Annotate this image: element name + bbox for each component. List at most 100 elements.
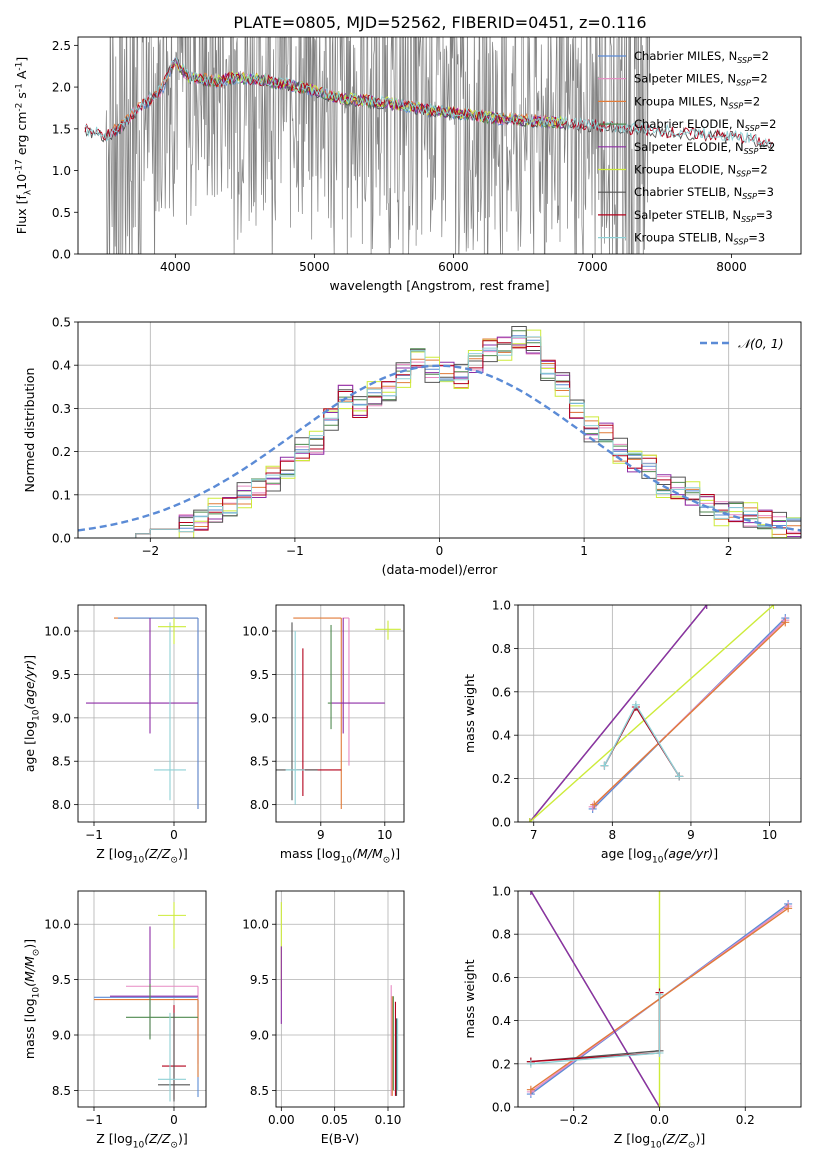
plot-area	[78, 326, 801, 538]
y-tick-label: 0.0	[492, 1101, 511, 1115]
x-axis-label: Z [log10(Z/Z⊙)]	[614, 1131, 705, 1150]
x-axis-label: Z [log10(Z/Z⊙)]	[96, 1131, 187, 1150]
marker-kroupa-stelib	[655, 1049, 664, 1057]
y-axis-label: age [log10(age/yr)]	[22, 655, 41, 772]
plot-area	[525, 605, 790, 822]
marker-salpeter-elodie	[526, 891, 535, 895]
y-axis-label: mass [log10(M/M⊙)]	[22, 939, 41, 1059]
y-tick-label: 1.0	[52, 164, 71, 178]
y-tick-label: 0.4	[52, 359, 71, 373]
x-tick-label: 0.2	[736, 1113, 755, 1127]
marker-kroupa-elodie	[655, 891, 664, 895]
y-tick-label: 0.2	[492, 1057, 511, 1071]
legend-label-kroupa-miles: Kroupa MILES, NSSP=2	[634, 94, 760, 110]
spectrum-panel: 4000 5000 6000 7000 8000 0.0 0.5 1.0 1.5 2.0 2.5 wa…	[14, 36, 802, 293]
marker-kroupa-miles	[784, 904, 793, 913]
y-tick-label: 0.0	[52, 248, 71, 262]
weight-vs-metallicity-panel: −0.2 0.0 0.2 0.0 0.2 0.4 0.6 0.8 1.0 Z [log10(Z/Z…	[462, 885, 802, 1150]
legend-label-chabrier-stelib: Chabrier STELIB, NSSP=3	[634, 185, 774, 201]
y-tick-label: 9.5	[52, 668, 71, 682]
weight-line-salpeter-elodie	[530, 891, 661, 1107]
marker-kroupa-stelib	[655, 990, 664, 999]
y-tick-label: 8.5	[250, 755, 269, 769]
y-tick-label: 9.0	[250, 711, 269, 725]
legend-label-chabrier-miles: Chabrier MILES, NSSP=2	[634, 49, 769, 65]
weight-vs-age-panel: 7 8 9 10 0.0 0.2 0.4 0.6 0.8 1.0 age [log10(age/yr…	[462, 599, 802, 865]
y-tick-label: 2.0	[52, 81, 71, 95]
marker-kroupa-stelib	[675, 772, 684, 781]
y-tick-label: 9.0	[52, 711, 71, 725]
y-tick-label: 0.2	[492, 772, 511, 786]
weight-line-salpeter-elodie	[529, 605, 708, 822]
plot-area	[280, 902, 399, 1096]
model-line-kroupa-stelib	[84, 55, 773, 147]
y-tick-label: 8.5	[250, 1084, 269, 1098]
mass-vs-extinction-panel: 0.00 0.05 0.10 8.5 9.0 9.5 10.0 E(B-V)	[242, 890, 405, 1146]
figure-title: PLATE=0805, MJD=52562, FIBERID=0451, z=0…	[233, 13, 646, 32]
plot-area	[276, 617, 401, 809]
y-tick-label: 9.0	[250, 1029, 269, 1043]
y-tick-label: 0.5	[52, 316, 71, 330]
x-tick-label: 7	[530, 828, 538, 842]
axes-frame	[517, 604, 802, 823]
weight-line-salpeter-stelib	[530, 992, 661, 1063]
legend-label-chabrier-elodie: Chabrier ELODIE, NSSP=2	[634, 117, 776, 133]
y-tick-label: 0.0	[492, 816, 511, 830]
y-tick-label: 0.3	[52, 402, 71, 416]
x-tick-label: 0.00	[268, 1113, 295, 1127]
axes-frame	[77, 604, 207, 823]
marker-salpeter-elodie	[702, 605, 711, 609]
x-tick-label: 4000	[160, 260, 191, 274]
x-tick-label: 0	[436, 544, 444, 558]
y-tick-label: 8.5	[52, 1084, 71, 1098]
residual-histogram-panel: −2 −1 0 1 2 0.0 0.1 0.2 0.3 0.4 0.5 (data-model)/er…	[22, 316, 802, 577]
x-axis-label: (data-model)/error	[382, 562, 499, 577]
age-vs-mass-panel: 9 10 8.0 8.5 9.0 9.5 10.0 mass [log10(M/M⊙)]	[242, 604, 405, 865]
legend-label-salpeter-elodie: Salpeter ELODIE, NSSP=2	[634, 140, 775, 156]
plot-area	[94, 902, 199, 1102]
marker-kroupa-stelib	[631, 700, 640, 709]
y-tick-label: 9.0	[52, 1029, 71, 1043]
x-tick-label: 7000	[577, 260, 608, 274]
y-tick-label: 8.5	[52, 755, 71, 769]
weight-line-kroupa-stelib	[530, 994, 661, 1065]
x-tick-label: 0	[170, 1113, 178, 1127]
x-tick-label: 5000	[299, 260, 330, 274]
legend-label-salpeter-miles: Salpeter MILES, NSSP=2	[634, 72, 768, 88]
legend-label-normal: 𝒩(0, 1)	[738, 336, 784, 351]
y-tick-label: 1.0	[492, 885, 511, 899]
legend-label-kroupa-elodie: Kroupa ELODIE, NSSP=2	[634, 163, 768, 179]
observed-spectrum-line	[105, 37, 651, 254]
y-tick-label: 10.0	[242, 918, 269, 932]
y-tick-label: 0.6	[492, 971, 511, 985]
x-tick-label: 0.10	[375, 1113, 402, 1127]
y-tick-label: 1.0	[492, 599, 511, 613]
x-tick-label: 1	[580, 544, 588, 558]
weight-line-kroupa-miles	[593, 621, 786, 806]
y-tick-label: 0.4	[492, 729, 511, 743]
x-axis-label: wavelength [Angstrom, rest frame]	[329, 278, 549, 293]
x-tick-label: 2	[725, 544, 733, 558]
y-tick-label: 9.5	[250, 668, 269, 682]
legend-label-kroupa-stelib: Kroupa STELIB, NSSP=3	[634, 231, 765, 247]
y-tick-label: 0.5	[52, 206, 71, 220]
x-tick-label: 8000	[716, 260, 747, 274]
mass-vs-metallicity-panel: −1 0 8.5 9.0 9.5 10.0 Z [log10(Z/Z⊙)] mass [log…	[22, 890, 207, 1150]
marker-kroupa-miles	[590, 800, 599, 809]
x-tick-label: 0	[170, 828, 178, 842]
normal-distribution-curve	[78, 364, 801, 532]
y-tick-label: 1.5	[52, 122, 71, 136]
y-tick-label: 10.0	[44, 918, 71, 932]
weight-line-chabrier-stelib	[530, 992, 661, 1063]
y-tick-label: 8.0	[250, 798, 269, 812]
x-tick-label: −1	[85, 828, 103, 842]
weight-line-kroupa-elodie	[529, 605, 774, 822]
x-tick-label: 9	[687, 828, 695, 842]
x-tick-label: 10	[762, 828, 777, 842]
axes-frame	[77, 890, 207, 1108]
y-axis-label: Flux [fλ10-17 erg cm-2 s-1 A-1]	[14, 57, 33, 235]
x-tick-label: 10	[377, 828, 392, 842]
y-tick-label: 0.8	[492, 642, 511, 656]
x-axis-label: age [log10(age/yr)]	[601, 846, 718, 865]
